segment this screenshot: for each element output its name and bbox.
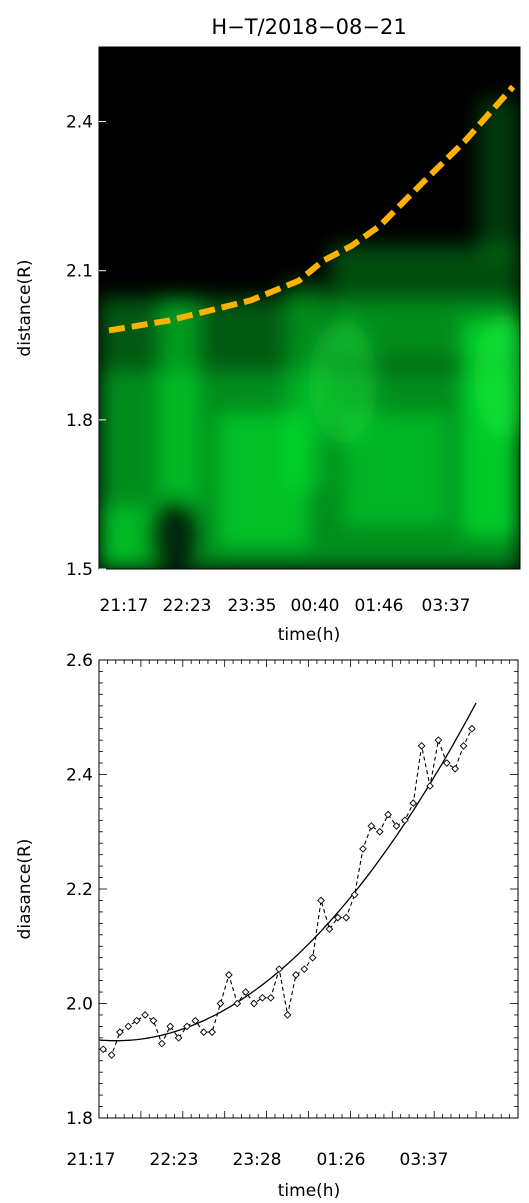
data-point-diamond [451,764,459,773]
data-point-diamond [275,965,284,973]
chart1-x-tick-label: 01:46 [355,596,404,616]
data-point-diamond [434,736,443,744]
chart1-x-axis-label: time(h) [278,625,340,645]
chart1-x-tick-label: 03:37 [422,596,471,616]
data-point-diamond [191,1016,200,1025]
chart2-minor-ticks [99,660,518,1118]
data-point-diamond [266,993,275,1002]
data-point-diamond [141,1011,149,1019]
data-point-diamond [132,1016,141,1025]
data-point-diamond [468,724,476,733]
data-point-diamond [350,890,359,899]
chart1-y-tick-label: 2.1 [66,262,93,282]
data-point-diamond [333,913,342,922]
chart2-y-tick-label: 2.2 [66,880,93,900]
data-point-diamond [325,925,334,933]
data-point-diamond [384,810,392,819]
chart1-y-axis-label: distance(R) [15,259,35,356]
chart2-x-tick-label: 21:17 [67,1150,116,1170]
data-point-diamond [426,782,434,790]
data-point-diamond [375,827,384,836]
chart1-x-tick-label: 21:17 [100,596,149,616]
chart2-x-tick-label: 01:26 [317,1150,366,1170]
chart1-x-tick-label: 22:23 [163,596,212,616]
data-point-diamond [392,822,401,830]
data-point-diamond [359,845,367,853]
data-point-diamond [250,999,258,1008]
data-point-diamond [317,896,325,905]
data-point-diamond [292,971,300,979]
chart2-frame [98,659,519,1119]
data-point-diamond [300,965,309,973]
data-point-diamond [174,1034,183,1042]
chart2-x-axis: 21:17 22:23 23:28 01:26 03:37 [67,1150,449,1170]
data-point-diamond [124,1022,133,1031]
chart2-y-tick-label: 2.0 [66,995,93,1015]
data-point-diamond [401,816,409,825]
data-point-diamond [208,1028,216,1036]
heatmap-emission [99,99,520,569]
data-point-diamond [216,999,225,1008]
data-point-diamond [241,988,250,996]
data-point-diamond [409,799,418,807]
data-point-diamond [116,1028,124,1036]
data-point-diamond [199,1028,208,1036]
bright-spot [309,318,377,444]
data-point-diamond [158,1039,166,1048]
data-point-diamond [166,1022,175,1031]
observed-series-line [102,728,473,1056]
chart1-x-tick-label: 23:35 [228,596,277,616]
fit-curve [99,702,477,1042]
heatmap-chart: H−T/2018−08−21 1.5 1.8 2.1 2.4 21:17 22:23 23… [15,15,521,645]
data-point-diamond [233,999,242,1008]
chart2-x-tick-label: 23:28 [233,1150,282,1170]
data-point-diamond [367,822,376,830]
bright-spot [473,313,520,439]
data-point-diamond [107,1051,116,1059]
chart1-y-tick-label: 2.4 [66,113,93,133]
heatmap-area [99,47,520,569]
line-chart: 1.8 2.0 2.2 2.4 2.6 21:17 22:23 23:28 01:26 03:3… [15,651,519,1201]
dark-patch [145,495,205,569]
data-point-diamond [442,759,451,767]
chart1-y-tick-label: 1.8 [66,411,93,431]
chart2-y-tick-label: 2.6 [66,651,93,671]
chart2-x-tick-label: 22:23 [150,1150,199,1170]
heatmap-frame [98,46,521,570]
emission-band [477,99,520,256]
data-point-diamond [308,953,317,962]
observed-points [99,724,476,1059]
data-point-diamond [342,913,351,922]
chart2-y-tick-label: 1.8 [66,1109,93,1129]
chart1-y-axis: 1.5 1.8 2.1 2.4 [66,113,106,580]
chart1-x-tick-label: 00:40 [291,596,340,616]
chart2-y-axis-label: diasance(R) [15,839,35,940]
chart1-y-tick-label: 1.5 [66,560,93,580]
data-point-diamond [149,1016,158,1025]
chart1-title: H−T/2018−08−21 [211,15,406,39]
data-point-diamond [283,1011,292,1019]
chart2-y-axis: 1.8 2.0 2.2 2.4 2.6 [66,651,93,1129]
data-point-diamond [258,993,267,1002]
chart1-x-axis: 21:17 22:23 23:35 00:40 01:46 03:37 [100,596,471,616]
data-point-diamond [417,742,426,750]
chart2-x-axis-label: time(h) [278,1181,340,1201]
chart2-y-tick-label: 2.4 [66,766,93,786]
emission-band [157,297,201,507]
chart2-x-tick-label: 03:37 [400,1150,449,1170]
data-point-diamond [459,742,468,750]
data-point-diamond [225,971,233,979]
data-point-diamond [183,1022,191,1031]
height-track-line [108,84,516,334]
data-point-diamond [99,1045,108,1054]
